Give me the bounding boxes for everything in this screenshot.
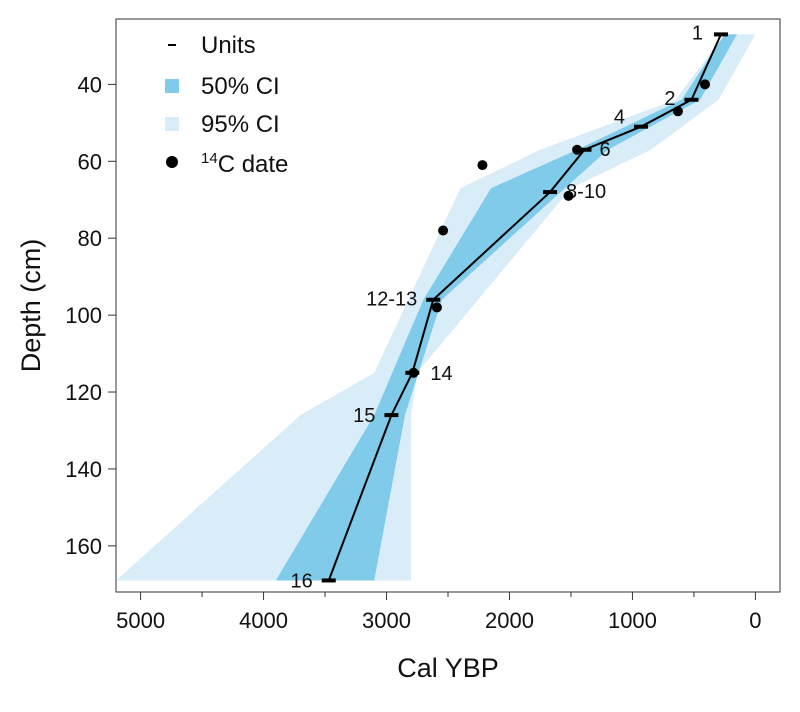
unit-label: 8-10: [566, 181, 606, 203]
y-tick-label: 120: [65, 380, 102, 405]
unit-label: 14: [430, 363, 452, 385]
x-tick-label: 5000: [116, 608, 165, 633]
c14-dates: [408, 79, 710, 378]
unit-label: 1: [692, 22, 703, 44]
y-tick-label: 80: [78, 226, 102, 251]
x-axis-label: Cal YBP: [397, 653, 499, 683]
legend: Units 50% CI 95% CI 14C date: [165, 32, 288, 178]
y-tick-label: 40: [78, 72, 102, 97]
unit-label: 4: [614, 107, 625, 129]
y-tick-label: 160: [65, 534, 102, 559]
c14-date-point: [672, 106, 683, 117]
x-tick-label: 3000: [362, 608, 411, 633]
legend-symbol-ci95: [165, 117, 179, 131]
unit-label: 2: [664, 88, 675, 110]
x-tick-label: 1000: [608, 608, 657, 633]
x-axis: 5000 4000 3000 2000 1000 0: [116, 592, 762, 633]
c14-date-point: [408, 367, 419, 378]
ci50-band: [275, 34, 737, 581]
y-tick-label: 60: [78, 149, 102, 174]
legend-label: 14C date: [201, 150, 288, 178]
y-tick-label: 100: [65, 303, 102, 328]
c14-date-point: [438, 225, 449, 236]
y-tick-label: 140: [65, 457, 102, 482]
unit-label: 6: [599, 139, 610, 161]
c14-date-point: [699, 79, 710, 90]
x-tick-label: 2000: [485, 608, 534, 633]
legend-label-superscript: 14: [201, 150, 218, 167]
legend-label-text: C date: [218, 151, 289, 178]
legend-symbol-c14: [166, 156, 178, 168]
x-tick-label: 0: [749, 608, 761, 633]
legend-symbol-ci50: [165, 79, 179, 93]
unit-label: 15: [353, 405, 375, 427]
legend-label: Units: [201, 32, 256, 59]
legend-label: 50% CI: [201, 73, 280, 100]
c14-date-point: [431, 302, 442, 313]
c14-date-point: [572, 144, 583, 155]
y-axis-label: Depth (cm): [16, 239, 46, 373]
unit-label: 12-13: [366, 289, 417, 311]
c14-date-point: [477, 160, 488, 171]
unit-label: 16: [290, 570, 312, 592]
c14-date-point: [563, 190, 574, 201]
x-tick-label: 4000: [239, 608, 288, 633]
y-axis: 40 60 80 100 120 140 160: [65, 72, 116, 559]
legend-label: 95% CI: [201, 111, 280, 138]
unit-markers: 1 2 46 8-10 12-13 14 15 16: [290, 22, 728, 592]
